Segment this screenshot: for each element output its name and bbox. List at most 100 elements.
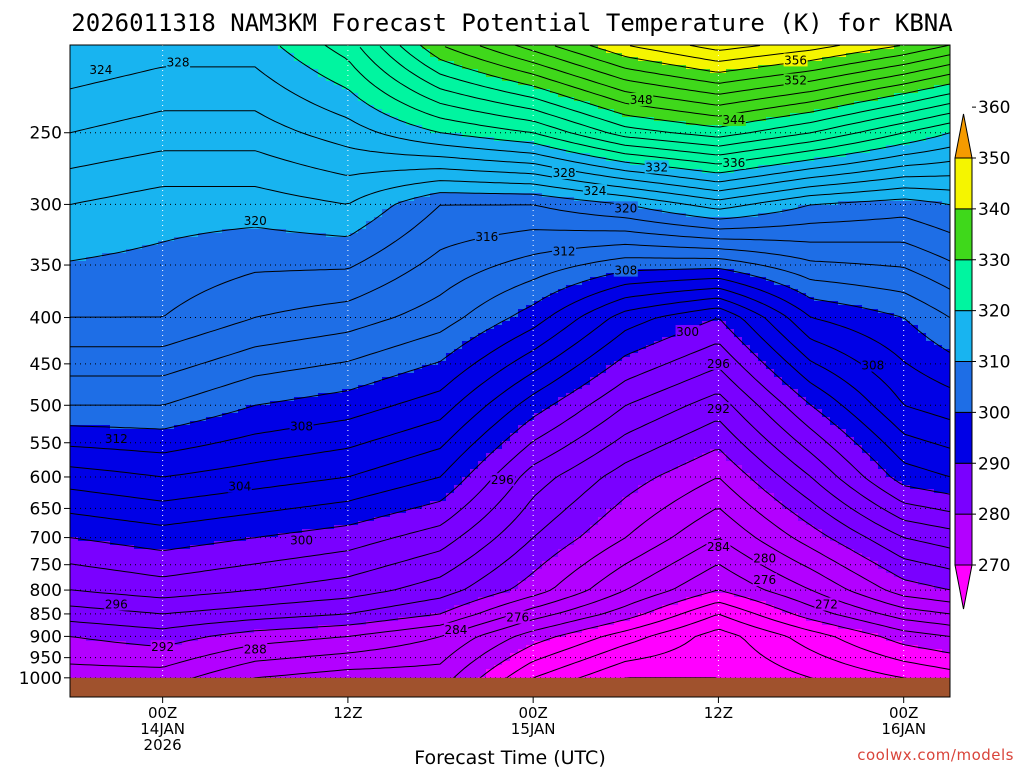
field-cell [926,89,935,138]
field-cell [582,281,591,386]
field-cell [878,569,887,638]
field-cell [414,125,423,198]
field-cell [846,105,855,154]
field-cell [318,45,327,78]
field-cell [534,641,543,697]
field-cell [638,269,647,350]
field-cell [686,217,695,270]
field-cell [742,273,751,346]
field-cell [686,269,695,330]
field-cell [510,653,519,697]
field-cell [262,45,271,230]
field-cell [590,525,599,630]
field-cell [630,205,639,270]
contour-label-bg [552,244,577,258]
field-cell [702,453,711,594]
field-cell [358,229,367,386]
contour-314 [70,243,950,377]
field-cell [942,205,950,350]
field-cell [502,45,511,82]
field-cell [694,597,703,697]
field-cell [590,277,599,378]
contour-label: 292 [151,640,174,654]
field-cell [502,321,511,442]
field-cell [534,193,543,302]
field-cell [846,153,855,202]
contour-308 [70,277,950,454]
field-cell [590,105,599,158]
field-cell [310,69,319,234]
field-cell [422,505,431,618]
field-cell [798,45,807,62]
field-cell [726,217,735,270]
field-cell [790,61,799,114]
field-cell [926,341,935,490]
contour-label: 276 [506,611,529,625]
field-cell [406,45,415,126]
field-cell [790,289,799,390]
field-cell [334,85,343,238]
field-cell [630,117,639,166]
field-cell [102,541,111,642]
contour-label-bg [644,160,669,174]
field-cell [494,45,503,78]
field-cell [590,377,599,526]
colorbar-segment [954,157,973,210]
field-cell [702,217,711,270]
field-cell [614,205,623,274]
field-cell [542,641,551,697]
contour-label: 300 [290,533,313,547]
field-cell [822,301,831,418]
field-cell [150,429,159,550]
field-cell [526,577,535,646]
field-cell [318,233,327,394]
field-cell [366,105,375,222]
field-cell [870,309,879,462]
field-cell [254,537,263,630]
field-cell [70,261,79,426]
field-cell [718,269,727,322]
field-cell [606,53,615,110]
contour-352 [629,45,841,62]
field-cell [110,545,119,642]
field-cell [846,45,855,54]
field-cell [518,649,527,697]
field-cell [510,81,519,142]
contour-302 [70,307,950,526]
field-cell [694,125,703,170]
field-cell [390,45,399,118]
colorbar: 270 280 290 300 310 320 330 340 350 360 [954,98,1010,610]
field-cell [582,45,591,102]
field-cell [870,101,879,150]
field-cell [102,425,111,542]
contour-label-bg [783,53,808,67]
field-cell [678,121,687,170]
field-cell [366,45,375,106]
field-cell [814,61,823,110]
contour-350 [589,45,901,73]
field-cell [750,121,759,170]
field-cell [110,253,119,430]
field-cell [486,329,495,454]
contour-label: 272 [815,598,838,612]
contour-label-bg [243,214,268,228]
field-cell [310,45,319,70]
field-cell [678,213,687,270]
field-cell [478,333,487,462]
field-cell [934,649,943,697]
field-cell [766,213,775,282]
field-cell [510,141,519,194]
field-cell [462,341,471,478]
field-cell [806,161,815,206]
field-cell [502,441,511,594]
field-cell [430,613,439,697]
field-cell [926,45,935,90]
field-cell [726,173,735,218]
field-cell [438,193,447,362]
field-cell [902,45,911,94]
field-cell [646,165,655,210]
field-cell [462,193,471,342]
field-cell [374,621,383,697]
field-cell [918,45,927,90]
field-cell [326,625,335,697]
